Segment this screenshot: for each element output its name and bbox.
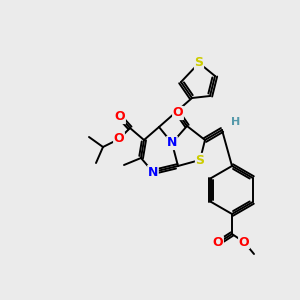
Text: H: H	[231, 117, 241, 127]
Text: O: O	[173, 106, 183, 119]
Text: O: O	[114, 133, 124, 146]
Text: S: S	[194, 56, 203, 70]
Text: S: S	[196, 154, 205, 166]
Text: O: O	[239, 236, 249, 248]
Text: O: O	[115, 110, 125, 124]
Text: N: N	[167, 136, 177, 149]
Text: O: O	[213, 236, 223, 250]
Text: N: N	[148, 166, 158, 178]
